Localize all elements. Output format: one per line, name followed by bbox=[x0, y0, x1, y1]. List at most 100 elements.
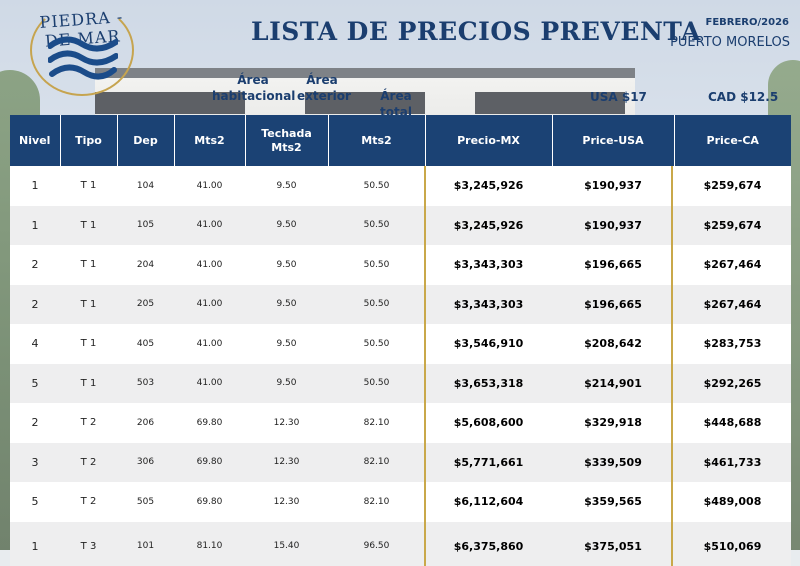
cell-mts2-total: 50.50 bbox=[328, 245, 425, 285]
header-techada-mts2: Techada Mts2 bbox=[245, 115, 329, 166]
cell-price-ca: $259,674 bbox=[674, 166, 791, 206]
header-nivel: Nivel bbox=[10, 115, 61, 166]
cad-exchange-rate: CAD $12.5 bbox=[708, 90, 779, 104]
cell-mts2-total: 50.50 bbox=[328, 363, 425, 403]
usa-exchange-rate: USA $17 bbox=[590, 90, 647, 104]
cell-techada: 9.50 bbox=[245, 363, 328, 403]
cell-techada: 15.40 bbox=[245, 521, 328, 566]
cell-price-ca: $510,069 bbox=[674, 521, 791, 566]
cell-mts2: 41.00 bbox=[174, 245, 245, 285]
cell-nivel: 2 bbox=[10, 284, 60, 324]
cell-nivel: 2 bbox=[10, 403, 60, 443]
cell-tipo: T 1 bbox=[60, 324, 117, 364]
cell-dep: 104 bbox=[117, 166, 174, 206]
group-area-habitacional: Área habitacional bbox=[212, 73, 296, 103]
cell-techada: 12.30 bbox=[245, 442, 328, 482]
cell-mts2-total: 82.10 bbox=[328, 442, 425, 482]
cell-dep: 405 bbox=[117, 324, 174, 364]
location-label: PUERTO MORELOS bbox=[670, 35, 790, 50]
cell-techada: 9.50 bbox=[245, 324, 328, 364]
cell-precio-mx: $3,343,303 bbox=[425, 284, 552, 324]
page-title: LISTA DE PRECIOS PREVENTA bbox=[251, 17, 701, 46]
header-price-ca: Price-CA bbox=[674, 115, 791, 166]
cell-mts2: 69.80 bbox=[174, 403, 245, 443]
header-mts2: Mts2 bbox=[174, 115, 246, 166]
cell-price-usa: $339,509 bbox=[552, 442, 674, 482]
building-background bbox=[95, 68, 635, 116]
cell-price-ca: $489,008 bbox=[674, 482, 791, 522]
cell-tipo: T 1 bbox=[60, 363, 117, 403]
cell-price-usa: $375,051 bbox=[552, 521, 674, 566]
cell-price-usa: $190,937 bbox=[552, 166, 674, 206]
cell-nivel: 3 bbox=[10, 442, 60, 482]
cell-tipo: T 3 bbox=[60, 521, 117, 566]
cell-mts2: 41.00 bbox=[174, 284, 245, 324]
cell-mts2: 41.00 bbox=[174, 205, 245, 245]
cell-tipo: T 2 bbox=[60, 403, 117, 443]
cell-nivel: 1 bbox=[10, 166, 60, 206]
cell-mts2-total: 50.50 bbox=[328, 205, 425, 245]
cell-techada: 9.50 bbox=[245, 245, 328, 285]
cell-mts2: 69.80 bbox=[174, 482, 245, 522]
cell-price-usa: $214,901 bbox=[552, 363, 674, 403]
cell-precio-mx: $3,653,318 bbox=[425, 363, 552, 403]
cell-nivel: 5 bbox=[10, 482, 60, 522]
cell-dep: 306 bbox=[117, 442, 174, 482]
header-precio-mx: Precio-MX bbox=[425, 115, 553, 166]
cell-price-usa: $190,937 bbox=[552, 205, 674, 245]
header-tipo: Tipo bbox=[60, 115, 118, 166]
cell-techada: 9.50 bbox=[245, 284, 328, 324]
cell-nivel: 2 bbox=[10, 245, 60, 285]
cell-tipo: T 2 bbox=[60, 442, 117, 482]
cell-techada: 12.30 bbox=[245, 403, 328, 443]
cell-tipo: T 2 bbox=[60, 482, 117, 522]
cell-dep: 101 bbox=[117, 521, 174, 566]
cell-dep: 105 bbox=[117, 205, 174, 245]
cell-price-usa: $359,565 bbox=[552, 482, 674, 522]
cell-nivel: 1 bbox=[10, 521, 60, 566]
cell-nivel: 4 bbox=[10, 324, 60, 364]
date-label: FEBRERO/2026 bbox=[705, 17, 789, 28]
cell-dep: 205 bbox=[117, 284, 174, 324]
cell-tipo: T 1 bbox=[60, 205, 117, 245]
cell-price-ca: $259,674 bbox=[674, 205, 791, 245]
cell-techada: 9.50 bbox=[245, 205, 328, 245]
group-area-exterior: Área exterior bbox=[297, 73, 351, 103]
cell-mts2: 81.10 bbox=[174, 521, 245, 566]
cell-dep: 503 bbox=[117, 363, 174, 403]
cell-mts2-total: 96.50 bbox=[328, 521, 425, 566]
cell-precio-mx: $3,245,926 bbox=[425, 166, 552, 206]
waves-icon bbox=[48, 36, 118, 80]
cell-dep: 204 bbox=[117, 245, 174, 285]
price-table: Nivel Tipo Dep Mts2 Techada Mts2 Mts2 Precio-M… bbox=[10, 115, 791, 566]
header-mts2-total: Mts2 bbox=[328, 115, 426, 166]
cell-price-ca: $267,464 bbox=[674, 245, 791, 285]
cell-price-ca: $461,733 bbox=[674, 442, 791, 482]
cell-mts2: 41.00 bbox=[174, 166, 245, 206]
cell-precio-mx: $5,608,600 bbox=[425, 403, 552, 443]
header-dep: Dep bbox=[117, 115, 175, 166]
cell-dep: 206 bbox=[117, 403, 174, 443]
cell-techada: 9.50 bbox=[245, 166, 328, 206]
cell-dep: 505 bbox=[117, 482, 174, 522]
brand-logo: PIEDRA - DE MAR bbox=[30, 4, 134, 96]
cell-mts2-total: 50.50 bbox=[328, 284, 425, 324]
cell-price-ca: $267,464 bbox=[674, 284, 791, 324]
cell-mts2: 41.00 bbox=[174, 363, 245, 403]
cell-nivel: 5 bbox=[10, 363, 60, 403]
cell-mts2: 41.00 bbox=[174, 324, 245, 364]
cell-mts2: 69.80 bbox=[174, 442, 245, 482]
cell-price-ca: $292,265 bbox=[674, 363, 791, 403]
cell-mts2-total: 50.50 bbox=[328, 166, 425, 206]
cell-precio-mx: $3,245,926 bbox=[425, 205, 552, 245]
cell-price-ca: $448,688 bbox=[674, 403, 791, 443]
table-header-row: Nivel Tipo Dep Mts2 Techada Mts2 Mts2 Precio-M… bbox=[10, 115, 791, 166]
